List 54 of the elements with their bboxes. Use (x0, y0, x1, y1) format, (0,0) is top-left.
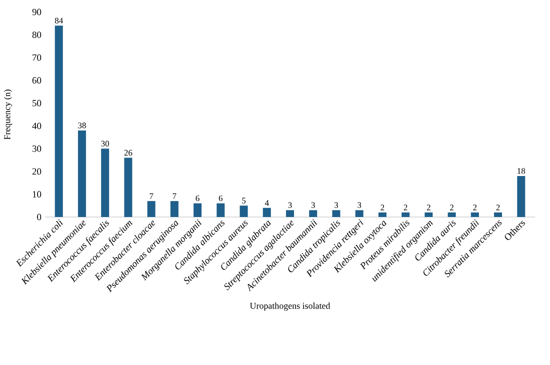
bar (240, 206, 248, 217)
bar (470, 212, 479, 217)
data-label: 5 (242, 198, 246, 204)
bar (262, 208, 271, 217)
data-label: 2 (473, 204, 477, 210)
bar (216, 203, 225, 217)
bar (378, 212, 386, 217)
data-label: 84 (54, 18, 63, 24)
bar (101, 148, 110, 217)
data-label: 3 (288, 202, 292, 208)
data-label: 6 (218, 195, 223, 202)
bar (170, 201, 178, 217)
y-tick-label: 40 (32, 122, 42, 130)
bar (124, 158, 132, 217)
y-axis-title: Frequency (n) (4, 90, 12, 140)
bar (286, 210, 294, 217)
bar (54, 26, 63, 217)
data-label: 18 (518, 168, 526, 174)
data-label: 2 (404, 204, 408, 210)
bar (448, 212, 456, 217)
bar (332, 210, 340, 217)
data-label: 7 (150, 193, 154, 199)
y-tick-label: 0 (37, 214, 42, 220)
y-tick-label: 90 (32, 8, 42, 16)
bar (517, 176, 526, 217)
y-tick-label: 20 (32, 168, 42, 175)
y-tick-label: 80 (32, 32, 42, 38)
data-label: 4 (264, 200, 269, 206)
data-label: 3 (334, 202, 338, 208)
data-label: 38 (78, 122, 86, 128)
data-label: 30 (101, 140, 109, 146)
y-tick-label: 50 (32, 100, 42, 106)
bar (494, 212, 502, 217)
data-label: 26 (124, 150, 132, 156)
y-tick-label: 70 (32, 54, 42, 61)
data-label: 6 (196, 195, 200, 202)
data-label: 3 (358, 202, 362, 208)
data-label: 2 (426, 204, 430, 210)
bar (424, 212, 433, 217)
data-label: 7 (172, 193, 176, 199)
bar (355, 210, 364, 217)
x-axis-title: Uropathogens isolated (250, 302, 330, 311)
data-label: 3 (311, 202, 315, 208)
bar (78, 130, 86, 217)
bar (194, 203, 202, 217)
bar (402, 212, 410, 217)
bar (309, 210, 318, 217)
y-tick-label: 30 (32, 145, 42, 152)
data-label: 2 (496, 204, 500, 210)
data-label: 2 (380, 204, 384, 210)
y-tick-label: 60 (32, 77, 42, 84)
data-label: 2 (450, 204, 454, 210)
bar (147, 201, 156, 217)
y-tick-label: 10 (32, 191, 42, 198)
